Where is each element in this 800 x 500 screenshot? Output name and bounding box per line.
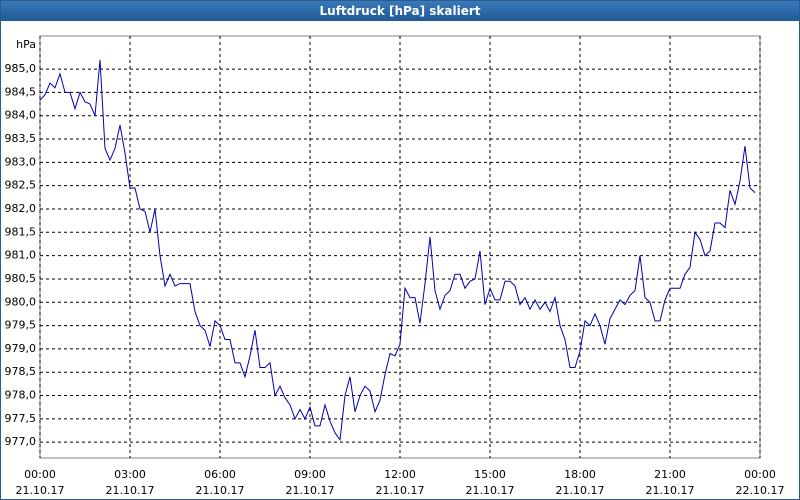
y-tick-label: 980,0 [5, 295, 37, 308]
y-tick-label: 982,0 [5, 202, 37, 215]
y-tick-label: 983,5 [5, 132, 37, 145]
x-tick-label: 06:00 [204, 468, 236, 481]
y-tick-label: 984,0 [5, 109, 37, 122]
x-tick-date: 21.10.17 [556, 484, 605, 497]
y-tick-label: 985,0 [5, 62, 37, 75]
y-tick-label: 982,5 [5, 179, 37, 192]
y-tick-label: 984,5 [5, 85, 37, 98]
x-tick-label: 00:00 [24, 468, 56, 481]
x-tick-date: 22.10.17 [736, 484, 785, 497]
x-tick-date: 21.10.17 [106, 484, 155, 497]
y-tick-label: 981,0 [5, 249, 37, 262]
y-tick-label: 981,5 [5, 225, 37, 238]
x-tick-date: 21.10.17 [196, 484, 245, 497]
y-unit-label: hPa [16, 38, 36, 51]
x-tick-date: 21.10.17 [376, 484, 425, 497]
title-bar: Luftdruck [hPa] skaliert [1, 1, 799, 21]
y-tick-label: 979,0 [5, 342, 37, 355]
x-tick-date: 21.10.17 [286, 484, 335, 497]
x-tick-label: 18:00 [564, 468, 596, 481]
y-tick-label: 978,0 [5, 389, 37, 402]
y-tick-label: 979,5 [5, 319, 37, 332]
y-tick-label: 977,5 [5, 412, 37, 425]
y-tick-label: 980,5 [5, 272, 37, 285]
x-tick-label: 03:00 [114, 468, 146, 481]
x-tick-date: 21.10.17 [466, 484, 515, 497]
y-tick-label: 978,5 [5, 365, 37, 378]
y-tick-label: 977,0 [5, 435, 37, 448]
y-tick-label: 983,0 [5, 155, 37, 168]
x-tick-label: 00:00 [744, 468, 776, 481]
x-tick-label: 15:00 [474, 468, 506, 481]
x-tick-date: 21.10.17 [16, 484, 65, 497]
x-tick-date: 21.10.17 [646, 484, 695, 497]
x-tick-label: 21:00 [654, 468, 686, 481]
data-line [39, 59, 756, 442]
x-tick-label: 12:00 [384, 468, 416, 481]
x-tick-label: 09:00 [294, 468, 326, 481]
